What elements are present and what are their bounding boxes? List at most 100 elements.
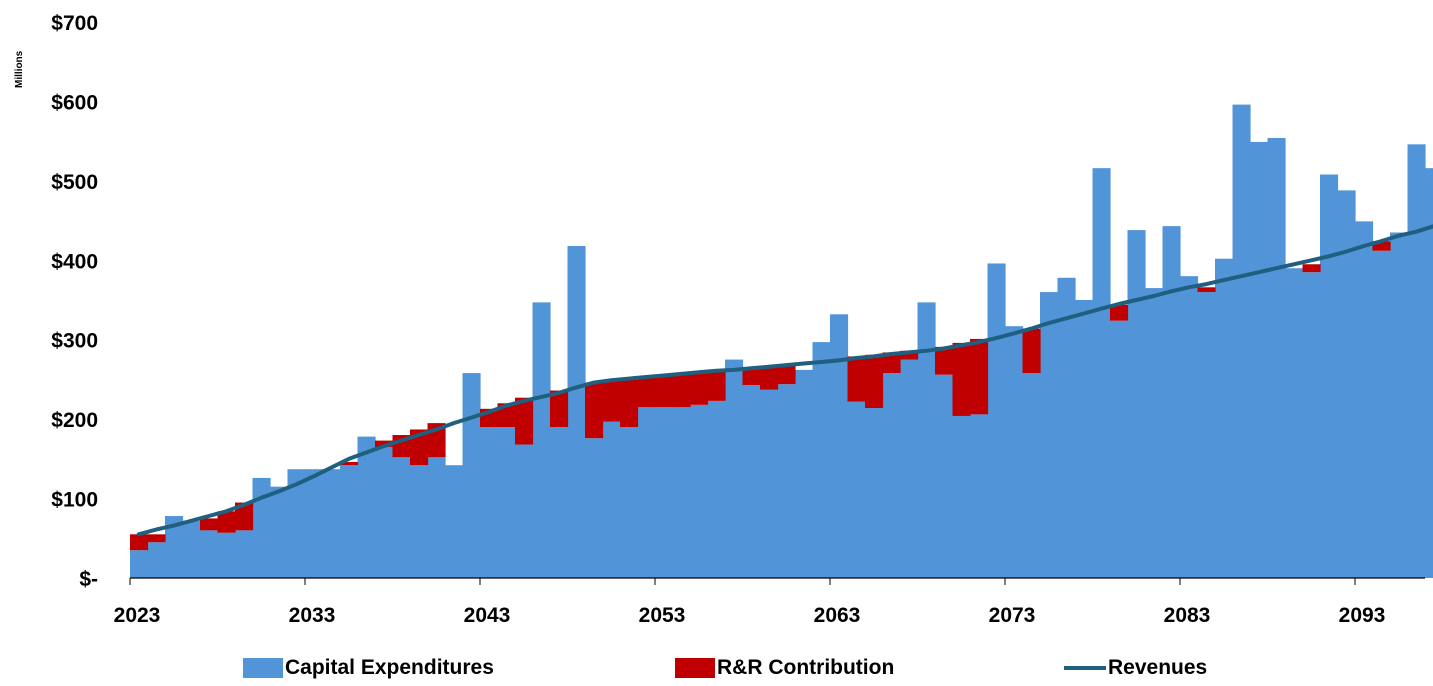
capex-bar — [1232, 104, 1251, 578]
capex-bar — [1180, 276, 1199, 578]
rr-contribution-segment — [655, 375, 674, 408]
x-tick-label: 2073 — [989, 604, 1036, 627]
capex-bar — [812, 342, 831, 578]
legend-item-capital-expenditures: Capital Expenditures — [243, 656, 494, 680]
rr-contribution-segment — [672, 373, 691, 408]
capex-bar — [1390, 232, 1409, 578]
capex-bar — [147, 542, 166, 578]
capex-bar — [602, 421, 621, 578]
x-tick-label: 2093 — [1339, 604, 1386, 627]
capex-bar — [1057, 277, 1076, 578]
capex-bar — [270, 486, 289, 578]
y-tick-label: $400 — [51, 250, 98, 273]
capex-bar — [462, 373, 481, 578]
capex-bar — [1285, 268, 1304, 578]
capex-bar — [1162, 226, 1181, 579]
capex-bar — [1075, 300, 1094, 578]
capex-bar — [1040, 292, 1059, 578]
capex-bar — [322, 469, 341, 578]
rr-contribution-segment — [952, 342, 971, 416]
rr-contribution-segment — [620, 378, 639, 428]
capex-bar — [777, 384, 796, 578]
rr-contribution-segment — [707, 370, 726, 401]
capex-bar — [305, 469, 324, 578]
capex-bar — [480, 427, 499, 578]
legend: Capital Expenditures R&R Contribution Re… — [0, 654, 1433, 686]
capex-bar — [1320, 174, 1339, 578]
rr-contribution-segment — [375, 440, 394, 447]
capex-bar — [1197, 292, 1216, 578]
capex-bar — [672, 407, 691, 578]
x-tick-label: 2023 — [114, 604, 161, 627]
capex-bar — [847, 401, 866, 578]
capex-bar — [1127, 230, 1146, 579]
capex-bar — [760, 389, 779, 578]
capex-bar — [585, 438, 604, 578]
capex-bar — [900, 359, 919, 578]
rr-contribution-segment — [777, 365, 796, 385]
rr-contribution-segment — [602, 380, 621, 422]
capex-bar — [1092, 168, 1111, 579]
capex-bar — [1250, 141, 1269, 579]
capex-bar — [742, 384, 761, 578]
y-unit-label: Millions — [14, 50, 25, 88]
capex-bar — [952, 415, 971, 578]
capex-bar — [1022, 373, 1041, 578]
rr-contribution-segment — [1302, 264, 1321, 273]
capex-bar — [1337, 190, 1356, 579]
y-tick-label: $200 — [51, 409, 98, 432]
capex-bar — [497, 427, 516, 578]
capex-bar — [532, 302, 551, 578]
y-tick-label: $100 — [51, 489, 98, 512]
capex-bar — [1302, 272, 1321, 578]
capex-bar — [707, 400, 726, 578]
y-tick-label: $300 — [51, 330, 98, 353]
rr-contribution-segment — [1110, 304, 1129, 321]
capex-bar — [620, 427, 639, 578]
rr-contribution-segment — [637, 377, 656, 408]
legend-label-revenues: Revenues — [1108, 656, 1208, 679]
rr-contribution-segment — [882, 352, 901, 374]
capex-bar — [515, 444, 534, 578]
capex-bar — [865, 408, 884, 578]
capex-bar — [655, 407, 674, 578]
rr-contribution-segment — [235, 502, 254, 531]
capex-bar — [1005, 326, 1024, 578]
capex-bar — [217, 532, 236, 578]
rr-contribution-segment — [900, 350, 919, 360]
capex-bar — [970, 414, 989, 578]
legend-label-capital-expenditures: Capital Expenditures — [285, 656, 494, 679]
x-tick-label: 2053 — [639, 604, 686, 627]
rr-contribution-segment — [340, 462, 359, 466]
capex-bar — [200, 530, 219, 578]
rr-contribution-swatch — [675, 658, 715, 678]
y-tick-label: $700 — [51, 12, 98, 35]
y-tick-label: $500 — [51, 171, 98, 194]
capex-bar — [637, 407, 656, 578]
capex-bar — [375, 446, 394, 578]
chart: $- $100 $200 $300 $400 $500 $600 $700 2023 2033 20… — [14, 12, 1433, 627]
rr-contribution-segment — [200, 518, 219, 531]
rr-contribution-segment — [865, 354, 884, 409]
rr-contribution-segment — [1022, 328, 1041, 374]
y-tick-label: $- — [79, 568, 98, 591]
capex-bar — [392, 457, 411, 578]
capex-bar — [340, 465, 359, 578]
capex-bar — [427, 457, 446, 578]
capex-bar — [357, 436, 376, 578]
capex-bar — [1267, 137, 1286, 579]
capex-bar — [1355, 221, 1374, 578]
capital-expenditures-swatch — [243, 658, 283, 678]
capex-bar — [165, 516, 184, 578]
legend-item-revenues: Revenues — [1064, 656, 1207, 680]
rr-contribution-segment — [217, 511, 236, 533]
axes: $- $100 $200 $300 $400 $500 $600 $700 2023 2033 20… — [51, 12, 1425, 627]
rr-contribution-segment — [935, 346, 954, 375]
capex-bar — [917, 302, 936, 578]
x-tick-label: 2063 — [814, 604, 861, 627]
rr-contribution-segment — [515, 397, 534, 445]
capex-bar — [445, 465, 464, 578]
capex-bar — [1110, 320, 1129, 578]
capex-bar — [795, 369, 814, 578]
revenues-line-layer — [136, 224, 1433, 537]
